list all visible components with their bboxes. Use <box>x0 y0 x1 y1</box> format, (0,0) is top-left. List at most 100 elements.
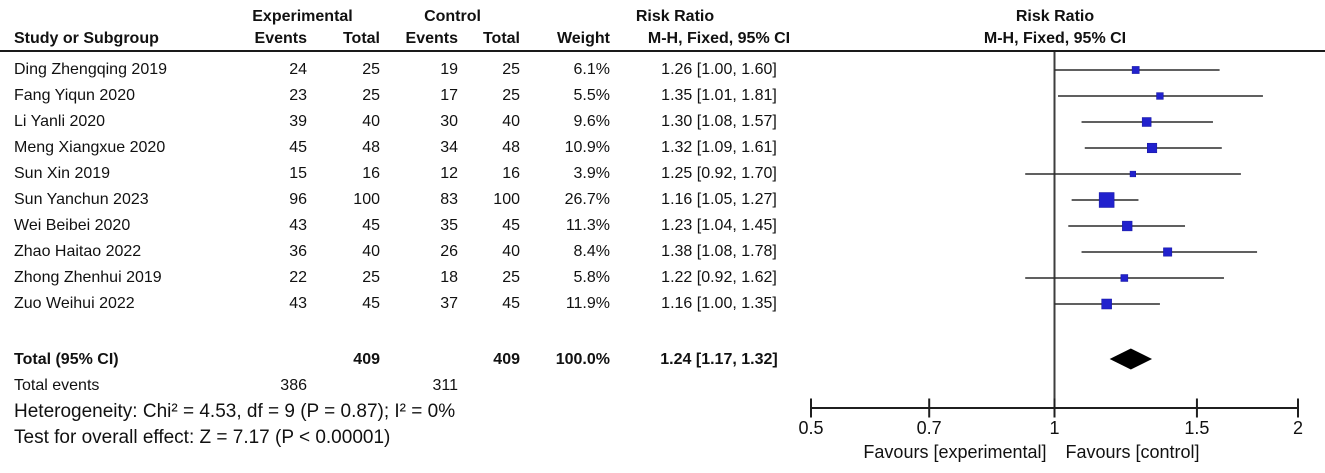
study-name: Meng Xiangxue 2020 <box>14 139 166 156</box>
exp-events: 39 <box>289 113 307 130</box>
risk-ratio-ci: 1.26 [1.00, 1.60] <box>661 61 777 78</box>
ctl-total: 45 <box>502 217 520 234</box>
study-row: Zuo Weihui 2022 43 45 37 45 11.9% 1.16 [1.00, … <box>0 291 1325 317</box>
study-row: Fang Yiqun 2020 23 25 17 25 5.5% 1.35 [1.01, 1… <box>0 83 1325 109</box>
header-weight: Weight <box>556 30 610 47</box>
study-row: Zhao Haitao 2022 36 40 26 40 8.4% 1.38 [1.08, … <box>0 239 1325 265</box>
ctl-events: 30 <box>440 113 458 130</box>
header-rule <box>0 50 1325 52</box>
study-row: Sun Xin 2019 15 16 12 16 3.9% 1.25 [0.92, 1.70… <box>0 161 1325 187</box>
study-name: Ding Zhengqing 2019 <box>14 61 168 78</box>
exp-events: 45 <box>289 139 307 156</box>
weight: 9.6% <box>573 113 610 130</box>
x-tick-label: 0.7 <box>917 418 942 438</box>
ctl-events: 35 <box>440 217 458 234</box>
ctl-total: 45 <box>502 295 520 312</box>
exp-events: 23 <box>289 87 307 104</box>
ctl-events: 26 <box>440 243 458 260</box>
header-study-or-subgroup: Study or Subgroup <box>14 30 159 47</box>
exp-total: 40 <box>362 243 380 260</box>
exp-total: 40 <box>362 113 380 130</box>
heterogeneity-stat: Heterogeneity: Chi² = 4.53, df = 9 (P = … <box>14 401 456 422</box>
ctl-total: 48 <box>502 139 520 156</box>
ctl-events: 18 <box>440 269 458 286</box>
study-row: Zhong Zhenhui 2019 22 25 18 25 5.8% 1.22 [0.92… <box>0 265 1325 291</box>
x-tick-label: 0.5 <box>798 418 823 438</box>
exp-total: 25 <box>362 269 380 286</box>
exp-events: 24 <box>289 61 307 78</box>
weight: 6.1% <box>573 61 610 78</box>
total-label: Total (95% CI) <box>14 351 119 368</box>
x-tick-label: 2 <box>1293 418 1303 438</box>
x-tick-label: 1.5 <box>1184 418 1209 438</box>
study-row: Ding Zhengqing 2019 24 25 19 25 6.1% 1.26 [1.0… <box>0 57 1325 83</box>
total-ctl-total: 409 <box>493 351 520 368</box>
ctl-total: 40 <box>502 243 520 260</box>
study-name: Fang Yiqun 2020 <box>14 87 135 104</box>
weight: 10.9% <box>564 139 610 156</box>
study-name: Zhong Zhenhui 2019 <box>14 269 162 286</box>
ctl-total: 100 <box>493 191 520 208</box>
ctl-total: 25 <box>502 61 520 78</box>
ctl-total: 25 <box>502 87 520 104</box>
total-events-exp: 386 <box>280 377 307 394</box>
study-row: Sun Yanchun 2023 96 100 83 100 26.7% 1.16 [1.0… <box>0 187 1325 213</box>
risk-ratio-ci: 1.23 [1.04, 1.45] <box>661 217 777 234</box>
total-row: Total (95% CI) 409 409 100.0% 1.24 [1.17… <box>0 347 1325 373</box>
weight: 3.9% <box>573 165 610 182</box>
header-group-control: Control <box>424 8 481 25</box>
weight: 5.5% <box>573 87 610 104</box>
study-row: Wei Beibei 2020 43 45 35 45 11.3% 1.23 [1.04, … <box>0 213 1325 239</box>
study-name: Wei Beibei 2020 <box>14 217 131 234</box>
header-risk-ratio-plot: Risk Ratio <box>1015 8 1095 25</box>
header-ctl-total: Total <box>482 30 520 47</box>
study-row: Li Yanli 2020 39 40 30 40 9.6% 1.30 [1.08, 1.5… <box>0 109 1325 135</box>
ctl-total: 25 <box>502 269 520 286</box>
exp-events: 22 <box>289 269 307 286</box>
risk-ratio-ci: 1.32 [1.09, 1.61] <box>661 139 777 156</box>
header-exp-total: Total <box>342 30 380 47</box>
favours-control-label: Favours [control] <box>1066 442 1200 462</box>
total-weight: 100.0% <box>555 351 610 368</box>
exp-events: 43 <box>289 217 307 234</box>
exp-events: 15 <box>289 165 307 182</box>
exp-total: 100 <box>353 191 380 208</box>
exp-total: 48 <box>362 139 380 156</box>
risk-ratio-ci: 1.16 [1.05, 1.27] <box>661 191 777 208</box>
total-events-ctl: 311 <box>432 377 458 394</box>
total-exp-total: 409 <box>353 351 380 368</box>
weight: 11.3% <box>565 217 610 234</box>
risk-ratio-ci: 1.38 [1.08, 1.78] <box>661 243 777 260</box>
ctl-total: 40 <box>502 113 520 130</box>
risk-ratio-ci: 1.16 [1.00, 1.35] <box>661 295 777 312</box>
header-ctl-events: Events <box>405 30 458 47</box>
ctl-events: 12 <box>440 165 458 182</box>
header-mh-fixed-ci-plot: M-H, Fixed, 95% CI <box>983 30 1127 47</box>
favours-experimental-label: Favours [experimental] <box>863 442 1046 462</box>
risk-ratio-ci: 1.35 [1.01, 1.81] <box>661 87 777 104</box>
risk-ratio-ci: 1.30 [1.08, 1.57] <box>661 113 777 130</box>
risk-ratio-ci: 1.22 [0.92, 1.62] <box>661 269 777 286</box>
study-row: Meng Xiangxue 2020 45 48 34 48 10.9% 1.32 [1.0… <box>0 135 1325 161</box>
exp-total: 45 <box>362 295 380 312</box>
study-name: Zhao Haitao 2022 <box>14 243 142 260</box>
total-events-label: Total events <box>14 377 100 394</box>
study-name: Sun Xin 2019 <box>14 165 111 182</box>
study-name: Zuo Weihui 2022 <box>14 295 135 312</box>
study-name: Sun Yanchun 2023 <box>14 191 149 208</box>
weight: 26.7% <box>564 191 610 208</box>
ctl-events: 19 <box>440 61 458 78</box>
exp-events: 36 <box>289 243 307 260</box>
risk-ratio-ci: 1.25 [0.92, 1.70] <box>661 165 777 182</box>
ctl-events: 34 <box>440 139 458 156</box>
ctl-events: 37 <box>440 295 458 312</box>
ctl-total: 16 <box>502 165 520 182</box>
weight: 11.9% <box>565 295 610 312</box>
exp-events: 43 <box>289 295 307 312</box>
ctl-events: 17 <box>440 87 458 104</box>
total-ci: 1.24 [1.17, 1.32] <box>660 351 778 368</box>
weight: 8.4% <box>573 243 610 260</box>
exp-total: 25 <box>362 61 380 78</box>
exp-total: 45 <box>362 217 380 234</box>
